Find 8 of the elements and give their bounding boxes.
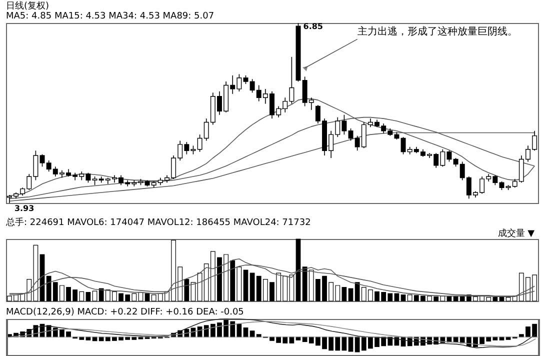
chart-title: MACD(12,26,9) MACD: +0.22 DIFF: +0.16 DEA: -0.05 <box>6 308 244 318</box>
chart-subtitle: MA5: 4.85 MA15: 4.53 MA34: 4.53 MA89: 5.07 <box>6 12 214 22</box>
annotation: 6.85 <box>303 22 324 31</box>
text: 成交量 ▼ <box>498 228 535 239</box>
annotation: 主力出逃，形成了这种放量巨阴线。 <box>357 26 518 38</box>
text: 3.93 <box>14 204 34 213</box>
chart-title: 日线(复权) <box>6 0 50 12</box>
chart-title: 总手: 224691 MAVOL6: 174047 MAVOL12: 186455 MAVOL24: 71732 <box>5 217 311 228</box>
